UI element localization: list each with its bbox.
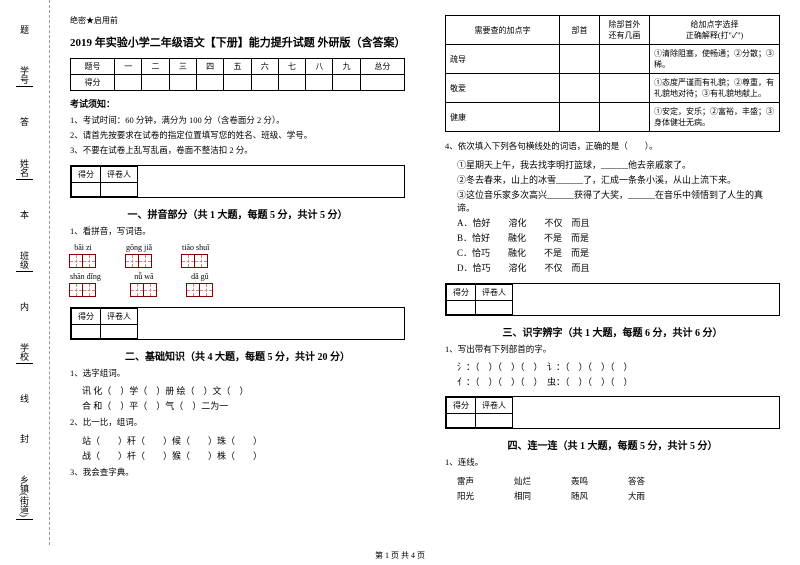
section-3-title: 三、识字辨字（共 1 大题，每题 6 分，共计 6 分） xyxy=(445,324,780,339)
th: 总分 xyxy=(360,59,404,75)
binding-field: 学校 xyxy=(16,341,33,364)
binding-margin: 题 学号 答 姓名 本 班级 内 学校 线 封 乡镇(街道) xyxy=(0,0,50,545)
th: 八 xyxy=(306,59,333,75)
binding-mark: 答 xyxy=(18,117,31,126)
binding-field: 学号 xyxy=(16,64,33,87)
match-item: 灿烂 xyxy=(514,474,531,489)
opt-d: D．恰巧 溶化 不仅 而且 xyxy=(457,261,780,276)
pinyin: nǚ wā xyxy=(131,272,157,281)
match-item: 阳光 xyxy=(457,489,474,504)
th: 给加点字选择 正确解释(打"✓") xyxy=(650,16,780,45)
notice-item: 2、请首先按要求在试卷的指定位置填写您的姓名、班级、学号。 xyxy=(70,129,405,141)
th: 四 xyxy=(197,59,224,75)
binding-mark: 线 xyxy=(18,394,31,403)
sp-c1: 得分 xyxy=(72,167,101,183)
match-item: 雷声 xyxy=(457,474,474,489)
th: 一 xyxy=(115,59,142,75)
q-line: 讯 化（ ）学（ ）册 绘（ ）文（ ） xyxy=(82,384,405,397)
th: 二 xyxy=(142,59,169,75)
pinyin: gōng jiǎ xyxy=(126,243,152,252)
binding-mark: 题 xyxy=(18,25,31,34)
pinyin: shān dǐng xyxy=(70,272,101,281)
secret-label: 绝密★启用前 xyxy=(70,15,405,26)
section-4-title: 四、连一连（共 1 大题，每题 5 分，共计 5 分） xyxy=(445,437,780,452)
q-line: 战（ ）杆（ ）猴（ ）株（ ） xyxy=(82,449,405,462)
notice-item: 3、不要在试卷上乱写乱画，卷面不整洁扣 2 分。 xyxy=(70,144,405,156)
q6-stem: 1、连线。 xyxy=(445,456,780,470)
score-table: 题号 一 二 三 四 五 六 七 八 九 总分 得分 xyxy=(70,58,405,91)
char-word: 健康 xyxy=(446,103,560,132)
score-person-box: 得分评卷人 xyxy=(70,307,405,340)
score-person-box: 得分评卷人 xyxy=(445,283,780,316)
match-item: 轰鸣 xyxy=(571,474,588,489)
match-item: 随风 xyxy=(571,489,588,504)
score-person-box: 得分评卷人 xyxy=(445,396,780,429)
score-person-box: 得分评卷人 xyxy=(70,165,405,198)
q-line: ②冬去春来，山上的冰雪______了，汇成一条条小溪，从山上流下来。 xyxy=(457,173,780,186)
match-item: 大雨 xyxy=(628,489,645,504)
pinyin: bāi zi xyxy=(70,243,96,252)
th: 六 xyxy=(251,59,278,75)
q-line: 亻：（ ）（ ）（ ） 虫：（ ）（ ）（ ） xyxy=(457,375,780,388)
sp-c2: 评卷人 xyxy=(101,167,138,183)
q1-stem: 1、看拼音，写词语。 xyxy=(70,225,405,239)
match-item: 相同 xyxy=(514,489,531,504)
binding-field: 乡镇(街道) xyxy=(16,473,33,520)
q4-stem: 4、依次填入下列各句横线处的词语，正确的是（ ）。 xyxy=(445,140,780,154)
q-line: 氵：（ ）（ ）（ ） 讠：（ ）（ ）（ ） xyxy=(457,360,780,373)
match-item: 答答 xyxy=(628,474,645,489)
pinyin-row: shān dǐng nǚ wā dǎ gǔ xyxy=(70,272,405,297)
th: 部首 xyxy=(560,16,600,45)
options: A．恰好 溶化 不仅 而且 B．恰好 融化 不是 而是 C．恰巧 融化 不是 而… xyxy=(457,216,780,277)
th: 需要查的加点字 xyxy=(446,16,560,45)
char-meaning: ①态度严谨而有礼貌；②尊重，有礼貌地对待；③有礼貌地献上。 xyxy=(650,74,780,103)
row-label: 得分 xyxy=(71,75,115,91)
th: 五 xyxy=(224,59,251,75)
q-line: 站（ ）秆（ ）候（ ）珠（ ） xyxy=(82,434,405,447)
binding-mark: 封 xyxy=(18,434,31,443)
th: 九 xyxy=(333,59,360,75)
section-2-title: 二、基础知识（共 4 大题，每题 5 分，共计 20 分） xyxy=(70,348,405,363)
binding-mark: 本 xyxy=(18,210,31,219)
notice-list: 1、考试时间：60 分钟，满分为 100 分（含卷面分 2 分）。 2、请首先按… xyxy=(70,114,405,156)
notice-head: 考试须知： xyxy=(70,97,405,110)
binding-field: 姓名 xyxy=(16,157,33,180)
opt-b: B．恰好 融化 不是 而是 xyxy=(457,231,780,246)
binding-field: 班级 xyxy=(16,249,33,272)
char-meaning: ①安定，安乐；②富裕，丰盛；③身体健壮无病。 xyxy=(650,103,780,132)
q5-stem: 1、写出带有下列部首的字。 xyxy=(445,343,780,357)
q-line: ③这位音乐家多次高兴______获得了大奖，______在音乐中领悟到了人生的真… xyxy=(457,188,780,214)
q2-1-stem: 1、选字组词。 xyxy=(70,367,405,381)
q2-2-stem: 2、比一比，组词。 xyxy=(70,416,405,430)
char-word: 敬爱 xyxy=(446,74,560,103)
q-line: ①星期天上午，我去找李明打篮球，______他去亲戚家了。 xyxy=(457,158,780,171)
th: 题号 xyxy=(71,59,115,75)
opt-a: A．恰好 溶化 不仅 而且 xyxy=(457,216,780,231)
char-lookup-table: 需要查的加点字 部首 除部首外 还有几画 给加点字选择 正确解释(打"✓") 疏… xyxy=(445,15,780,132)
left-column: 绝密★启用前 2019 年实验小学二年级语文【下册】能力提升试题 外研版（含答案… xyxy=(50,0,425,545)
pinyin: tiāo shuǐ xyxy=(182,243,209,252)
right-column: 需要查的加点字 部首 除部首外 还有几画 给加点字选择 正确解释(打"✓") 疏… xyxy=(425,0,800,545)
pinyin-row: bāi zi gōng jiǎ tiāo shuǐ xyxy=(70,243,405,268)
th: 三 xyxy=(169,59,196,75)
exam-title: 2019 年实验小学二年级语文【下册】能力提升试题 外研版（含答案） xyxy=(70,34,405,50)
opt-c: C．恰巧 融化 不是 而是 xyxy=(457,246,780,261)
binding-mark: 内 xyxy=(18,302,31,311)
q2-3-stem: 3、我会查字典。 xyxy=(70,466,405,480)
char-word: 疏导 xyxy=(446,45,560,74)
q-line: 合 和（ ）平（ ）气（ ）二为一 xyxy=(82,399,405,412)
th: 除部首外 还有几画 xyxy=(600,16,650,45)
notice-item: 1、考试时间：60 分钟，满分为 100 分（含卷面分 2 分）。 xyxy=(70,114,405,126)
char-meaning: ①清除阻塞，使畅通；②分散；③稀。 xyxy=(650,45,780,74)
page-footer: 第 1 页 共 4 页 xyxy=(0,550,800,561)
match-area: 雷声 阳光 灿烂 相同 轰鸣 随风 答答 大雨 xyxy=(457,474,780,505)
section-1-title: 一、拼音部分（共 1 大题，每题 5 分，共计 5 分） xyxy=(70,206,405,221)
pinyin: dǎ gǔ xyxy=(187,272,213,281)
th: 七 xyxy=(278,59,305,75)
